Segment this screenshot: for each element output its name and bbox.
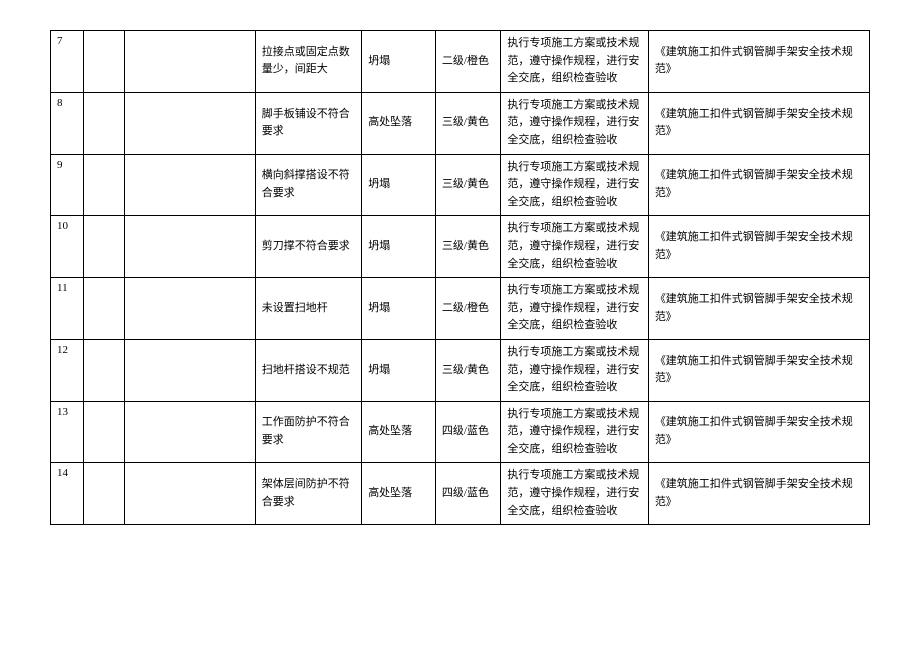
cell-hazard: 坍塌 xyxy=(362,31,436,93)
cell-empty xyxy=(124,216,255,278)
cell-num: 14 xyxy=(51,463,84,525)
cell-empty xyxy=(124,278,255,340)
cell-hazard: 高处坠落 xyxy=(362,92,436,154)
cell-reference: 《建筑施工扣件式钢管脚手架安全技术规范》 xyxy=(648,401,869,463)
cell-measure: 执行专项施工方案或技术规范，遵守操作规程，进行安全交底，组织检查验收 xyxy=(501,278,648,340)
cell-description: 脚手板铺设不符合要求 xyxy=(255,92,361,154)
cell-empty xyxy=(124,463,255,525)
cell-hazard: 高处坠落 xyxy=(362,401,436,463)
cell-hazard: 坍塌 xyxy=(362,339,436,401)
cell-level: 二级/橙色 xyxy=(435,31,501,93)
cell-empty xyxy=(83,154,124,216)
table-row: 13 工作面防护不符合要求 高处坠落 四级/蓝色 执行专项施工方案或技术规范，遵… xyxy=(51,401,870,463)
cell-measure: 执行专项施工方案或技术规范，遵守操作规程，进行安全交底，组织检查验收 xyxy=(501,154,648,216)
cell-hazard: 高处坠落 xyxy=(362,463,436,525)
table-row: 10 剪刀撑不符合要求 坍塌 三级/黄色 执行专项施工方案或技术规范，遵守操作规… xyxy=(51,216,870,278)
cell-empty xyxy=(83,463,124,525)
cell-empty xyxy=(83,278,124,340)
cell-empty xyxy=(124,401,255,463)
cell-num: 8 xyxy=(51,92,84,154)
cell-reference: 《建筑施工扣件式钢管脚手架安全技术规范》 xyxy=(648,92,869,154)
cell-empty xyxy=(124,339,255,401)
cell-reference: 《建筑施工扣件式钢管脚手架安全技术规范》 xyxy=(648,463,869,525)
cell-description: 剪刀撑不符合要求 xyxy=(255,216,361,278)
cell-empty xyxy=(83,401,124,463)
cell-num: 10 xyxy=(51,216,84,278)
cell-level: 四级/蓝色 xyxy=(435,463,501,525)
cell-empty xyxy=(83,92,124,154)
cell-hazard: 坍塌 xyxy=(362,154,436,216)
cell-num: 11 xyxy=(51,278,84,340)
cell-empty xyxy=(83,339,124,401)
cell-empty xyxy=(124,92,255,154)
cell-level: 二级/橙色 xyxy=(435,278,501,340)
cell-num: 12 xyxy=(51,339,84,401)
table-row: 12 扫地杆搭设不规范 坍塌 三级/黄色 执行专项施工方案或技术规范，遵守操作规… xyxy=(51,339,870,401)
cell-description: 工作面防护不符合要求 xyxy=(255,401,361,463)
cell-measure: 执行专项施工方案或技术规范，遵守操作规程，进行安全交底，组织检查验收 xyxy=(501,401,648,463)
cell-description: 未设置扫地杆 xyxy=(255,278,361,340)
cell-level: 三级/黄色 xyxy=(435,154,501,216)
cell-reference: 《建筑施工扣件式钢管脚手架安全技术规范》 xyxy=(648,216,869,278)
cell-level: 四级/蓝色 xyxy=(435,401,501,463)
table-row: 11 未设置扫地杆 坍塌 二级/橙色 执行专项施工方案或技术规范，遵守操作规程，… xyxy=(51,278,870,340)
table-row: 8 脚手板铺设不符合要求 高处坠落 三级/黄色 执行专项施工方案或技术规范，遵守… xyxy=(51,92,870,154)
cell-hazard: 坍塌 xyxy=(362,216,436,278)
cell-measure: 执行专项施工方案或技术规范，遵守操作规程，进行安全交底，组织检查验收 xyxy=(501,339,648,401)
cell-num: 9 xyxy=(51,154,84,216)
cell-reference: 《建筑施工扣件式钢管脚手架安全技术规范》 xyxy=(648,278,869,340)
cell-measure: 执行专项施工方案或技术规范，遵守操作规程，进行安全交底，组织检查验收 xyxy=(501,31,648,93)
cell-measure: 执行专项施工方案或技术规范，遵守操作规程，进行安全交底，组织检查验收 xyxy=(501,463,648,525)
cell-measure: 执行专项施工方案或技术规范，遵守操作规程，进行安全交底，组织检查验收 xyxy=(501,216,648,278)
cell-level: 三级/黄色 xyxy=(435,216,501,278)
cell-hazard: 坍塌 xyxy=(362,278,436,340)
cell-num: 7 xyxy=(51,31,84,93)
cell-empty xyxy=(124,154,255,216)
cell-reference: 《建筑施工扣件式钢管脚手架安全技术规范》 xyxy=(648,339,869,401)
cell-description: 扫地杆搭设不规范 xyxy=(255,339,361,401)
cell-measure: 执行专项施工方案或技术规范，遵守操作规程，进行安全交底，组织检查验收 xyxy=(501,92,648,154)
cell-empty xyxy=(83,216,124,278)
cell-empty xyxy=(83,31,124,93)
cell-level: 三级/黄色 xyxy=(435,339,501,401)
cell-num: 13 xyxy=(51,401,84,463)
cell-reference: 《建筑施工扣件式钢管脚手架安全技术规范》 xyxy=(648,31,869,93)
cell-empty xyxy=(124,31,255,93)
table-row: 7 拉接点或固定点数量少，间距大 坍塌 二级/橙色 执行专项施工方案或技术规范，… xyxy=(51,31,870,93)
table-row: 9 横向斜撑搭设不符合要求 坍塌 三级/黄色 执行专项施工方案或技术规范，遵守操… xyxy=(51,154,870,216)
cell-description: 架体层间防护不符合要求 xyxy=(255,463,361,525)
table-body: 7 拉接点或固定点数量少，间距大 坍塌 二级/橙色 执行专项施工方案或技术规范，… xyxy=(51,31,870,525)
cell-level: 三级/黄色 xyxy=(435,92,501,154)
cell-reference: 《建筑施工扣件式钢管脚手架安全技术规范》 xyxy=(648,154,869,216)
safety-standards-table: 7 拉接点或固定点数量少，间距大 坍塌 二级/橙色 执行专项施工方案或技术规范，… xyxy=(50,30,870,525)
cell-description: 拉接点或固定点数量少，间距大 xyxy=(255,31,361,93)
cell-description: 横向斜撑搭设不符合要求 xyxy=(255,154,361,216)
table-row: 14 架体层间防护不符合要求 高处坠落 四级/蓝色 执行专项施工方案或技术规范，… xyxy=(51,463,870,525)
